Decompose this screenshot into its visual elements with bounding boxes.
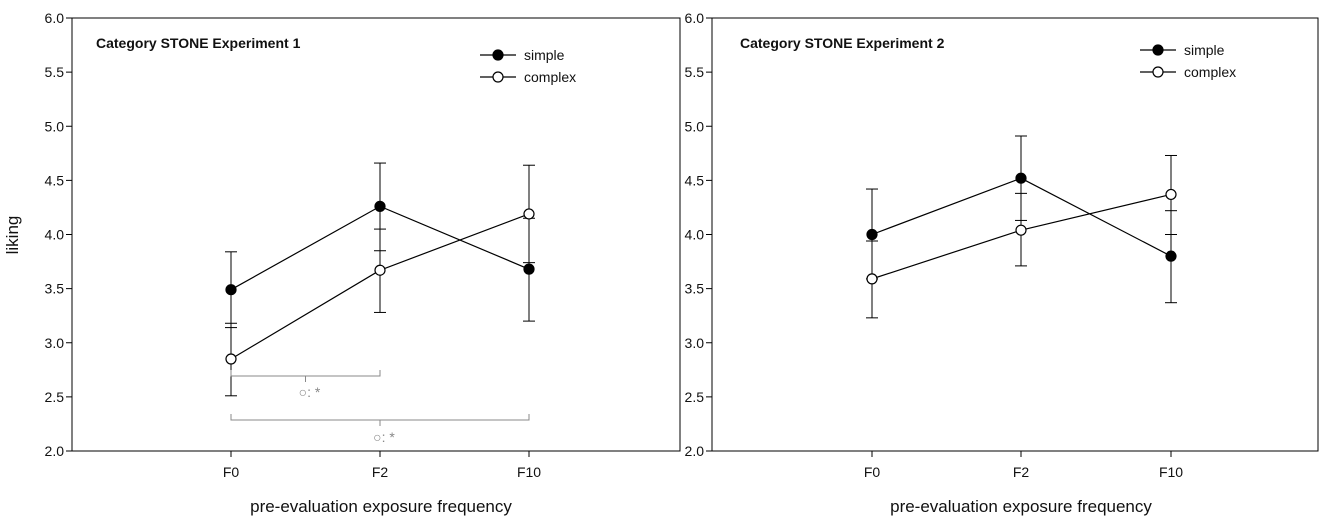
significance-bracket: ○: * [230,370,381,400]
legend-label-complex: complex [1184,64,1236,80]
y-tick-label: 2.5 [45,389,65,405]
legend-marker-complex [492,71,504,83]
data-point-complex [374,264,386,276]
plot-frame [711,17,1319,452]
y-tick-label: 5.5 [45,64,65,80]
y-tick-label: 4.5 [685,172,705,188]
chart-panel-2: 2.0 2.5 3.0 3.5 4.0 4.5 5.0 5.5 6.0 F0 F2 F10 pre-ev… [685,10,1319,516]
legend-marker-complex [1152,66,1164,78]
data-point-complex [1015,224,1027,236]
y-tick-label: 5.5 [685,64,705,80]
y-tick-label: 4.0 [45,227,65,243]
chart-title: Category STONE Experiment 2 [740,35,945,51]
y-tick-label: 4.5 [45,172,65,188]
series-complex [225,164,535,397]
chart-panel-1: 2.0 2.5 3.0 3.5 4.0 4.5 5.0 5.5 6.0 F0 F2 F10 pre-ev… [3,10,681,516]
significance-bracket: ○: * [230,414,530,445]
chart-title: Category STONE Experiment 1 [96,35,301,51]
significance-label: ○: * [373,429,395,445]
y-tick-label: 3.0 [45,335,65,351]
significance-label: ○: * [299,384,321,400]
data-point-simple [225,284,237,296]
x-tick-label: F2 [1013,464,1030,480]
x-tick-label: F0 [223,464,240,480]
legend-label-simple: simple [1184,42,1225,58]
data-point-complex [523,208,535,220]
y-tick-label: 2.0 [45,443,65,459]
legend-label-complex: complex [524,69,576,85]
series-simple [225,162,535,329]
x-tick-label: F10 [1159,464,1183,480]
data-point-simple [866,228,878,241]
x-tick-label: F0 [864,464,881,480]
y-tick-label: 4.0 [685,227,705,243]
x-axis-label: pre-evaluation exposure frequency [250,497,512,516]
x-axis-label: pre-evaluation exposure frequency [890,497,1152,516]
series-complex [866,154,1177,319]
bracket-line [230,414,530,421]
legend-label-simple: simple [524,47,565,63]
x-tick-label: F2 [372,464,389,480]
legend: simple complex [1140,42,1236,80]
y-tick-label: 3.5 [685,281,705,297]
data-point-simple [374,200,386,212]
data-point-simple [1015,172,1027,184]
y-axis-label: liking [3,216,22,255]
y-tick-label: 6.0 [685,10,705,26]
legend-marker-simple [1152,44,1164,56]
plot-frame [71,17,681,452]
y-tick-label: 5.0 [685,118,705,134]
x-tick-label: F10 [517,464,541,480]
data-point-complex [225,353,237,365]
legend: simple complex [480,47,576,85]
data-point-simple [1165,250,1177,262]
y-tick-label: 6.0 [45,10,65,26]
data-point-complex [866,273,878,285]
data-point-simple [523,263,535,275]
y-tick-label: 5.0 [45,118,65,134]
y-tick-label: 3.5 [45,281,65,297]
y-tick-label: 2.0 [685,443,705,459]
bracket-line [230,370,381,377]
y-tick-label: 2.5 [685,389,705,405]
data-point-complex [1165,188,1177,201]
y-tick-label: 3.0 [685,335,705,351]
legend-marker-simple [492,49,504,61]
